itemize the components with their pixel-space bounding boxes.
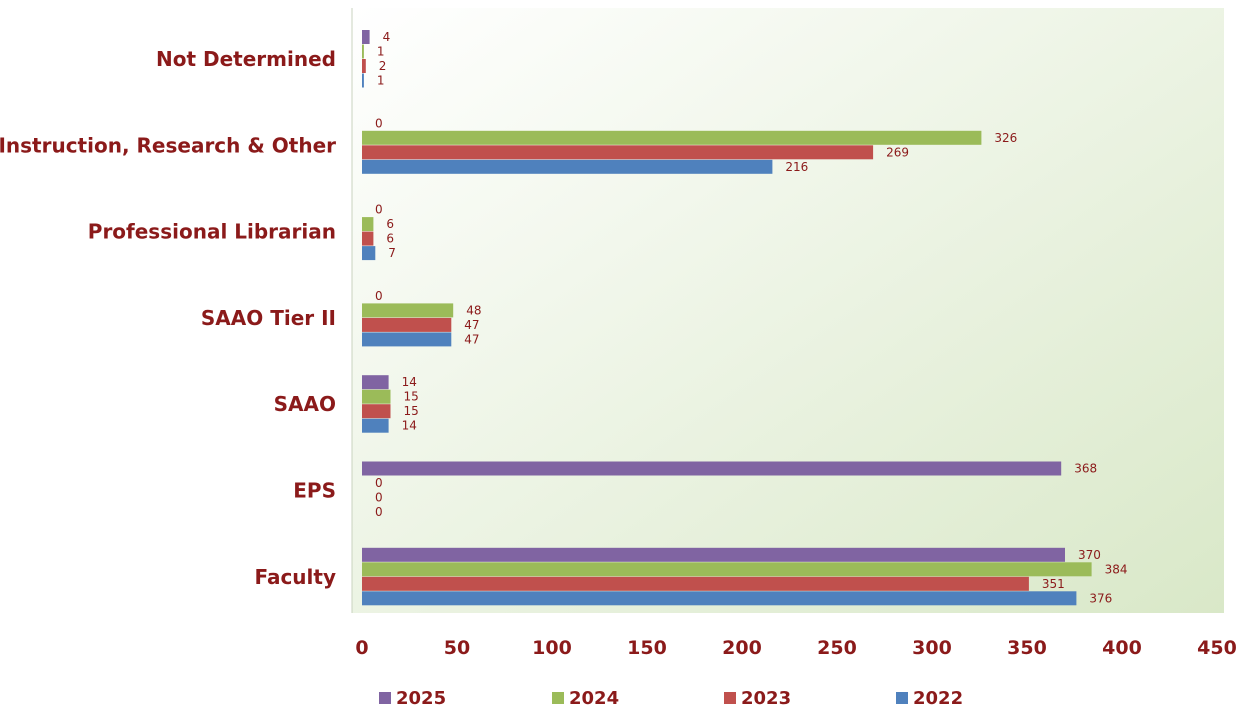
x-tick-label-250: 250 — [817, 637, 857, 659]
bar-not-determined-2024 — [362, 44, 364, 59]
x-tick-label-200: 200 — [722, 637, 762, 659]
data-label-not-determined-2022: 1 — [377, 74, 385, 88]
category-label-instruction-research-other: Instruction, Research & Other — [0, 133, 336, 157]
legend-label-2025: 2025 — [396, 688, 446, 709]
x-tick-label-0: 0 — [355, 637, 368, 659]
data-label-saao-2025: 14 — [402, 375, 417, 389]
legend-label-2024: 2024 — [569, 688, 619, 709]
legend-swatch-2025 — [379, 692, 391, 704]
category-label-professional-librarian: Professional Librarian — [88, 220, 336, 244]
data-label-saao-2023: 15 — [404, 404, 419, 418]
bar-instruction-research-other-2024 — [362, 130, 982, 145]
legend-label-2022: 2022 — [913, 688, 963, 709]
category-label-not-determined: Not Determined — [156, 47, 336, 71]
data-label-not-determined-2023: 2 — [379, 59, 387, 73]
data-label-eps-2025: 368 — [1074, 462, 1097, 476]
data-label-saao-2024: 15 — [404, 390, 419, 404]
data-labels: 4121032626921606670484747141515143680003… — [375, 30, 1128, 605]
bar-instruction-research-other-2023 — [362, 145, 874, 160]
data-label-faculty-2022: 376 — [1089, 591, 1112, 605]
data-label-eps-2023: 0 — [375, 491, 383, 505]
category-label-saao-tier-ii: SAAO Tier II — [201, 306, 336, 330]
x-tick-label-350: 350 — [1007, 637, 1047, 659]
legend-swatch-2024 — [552, 692, 564, 704]
x-tick-label-300: 300 — [912, 637, 952, 659]
data-label-saao-tier-ii-2023: 47 — [464, 318, 479, 332]
data-label-professional-librarian-2025: 0 — [375, 203, 383, 217]
data-label-instruction-research-other-2022: 216 — [785, 160, 808, 174]
x-tick-label-450: 450 — [1197, 637, 1237, 659]
data-label-not-determined-2025: 4 — [383, 30, 391, 44]
x-tick-label-100: 100 — [532, 637, 572, 659]
bar-professional-librarian-2023 — [362, 231, 374, 246]
data-label-faculty-2024: 384 — [1105, 562, 1128, 576]
category-labels: Not Determined Instruction, Research & Ot… — [0, 47, 336, 589]
bar-faculty-2025 — [362, 547, 1065, 562]
data-label-professional-librarian-2022: 7 — [388, 246, 396, 260]
x-tick-label-50: 50 — [444, 637, 470, 659]
bar-instruction-research-other-2022 — [362, 159, 773, 174]
data-label-faculty-2023: 351 — [1042, 577, 1065, 591]
bar-faculty-2024 — [362, 562, 1092, 577]
x-tick-label-400: 400 — [1102, 637, 1142, 659]
bar-eps-2025 — [362, 461, 1062, 476]
bar-saao-tier-ii-2023 — [362, 317, 452, 332]
x-tick-label-150: 150 — [627, 637, 667, 659]
plot-area — [352, 8, 1224, 613]
data-label-professional-librarian-2024: 6 — [386, 217, 394, 231]
bar-faculty-2022 — [362, 591, 1077, 606]
legend-label-2023: 2023 — [741, 688, 791, 709]
data-label-saao-tier-ii-2024: 48 — [466, 303, 481, 317]
data-label-saao-2022: 14 — [402, 419, 417, 433]
data-label-instruction-research-other-2025: 0 — [375, 116, 383, 130]
bar-saao-2024 — [362, 389, 391, 404]
data-label-saao-tier-ii-2022: 47 — [464, 332, 479, 346]
bar-not-determined-2023 — [362, 59, 366, 73]
legend-swatch-2022 — [896, 692, 908, 704]
data-label-not-determined-2024: 1 — [377, 45, 385, 59]
bar-professional-librarian-2022 — [362, 246, 376, 261]
data-label-eps-2024: 0 — [375, 476, 383, 490]
data-label-instruction-research-other-2023: 269 — [886, 145, 909, 159]
bar-saao-2023 — [362, 404, 391, 419]
bar-faculty-2023 — [362, 576, 1029, 591]
data-label-faculty-2025: 370 — [1078, 548, 1101, 562]
bar-saao-2022 — [362, 418, 389, 433]
legend-swatch-2023 — [724, 692, 736, 704]
data-label-professional-librarian-2023: 6 — [386, 232, 394, 246]
bar-saao-2025 — [362, 375, 389, 390]
x-axis-ticks: 0 50 100 150 200 250 300 350 400 450 — [355, 637, 1236, 659]
bar-not-determined-2025 — [362, 30, 370, 44]
data-label-eps-2022: 0 — [375, 505, 383, 519]
bar-not-determined-2022 — [362, 73, 364, 88]
category-label-eps: EPS — [293, 479, 336, 503]
category-label-faculty: Faculty — [254, 565, 336, 589]
data-label-instruction-research-other-2024: 326 — [994, 131, 1017, 145]
bar-professional-librarian-2024 — [362, 217, 374, 232]
bars — [362, 30, 1092, 606]
bar-saao-tier-ii-2022 — [362, 332, 452, 347]
legend: 2025 2024 2023 2022 — [379, 688, 963, 709]
data-label-saao-tier-ii-2025: 0 — [375, 289, 383, 303]
bar-saao-tier-ii-2024 — [362, 303, 454, 318]
category-label-saao: SAAO — [274, 392, 336, 416]
